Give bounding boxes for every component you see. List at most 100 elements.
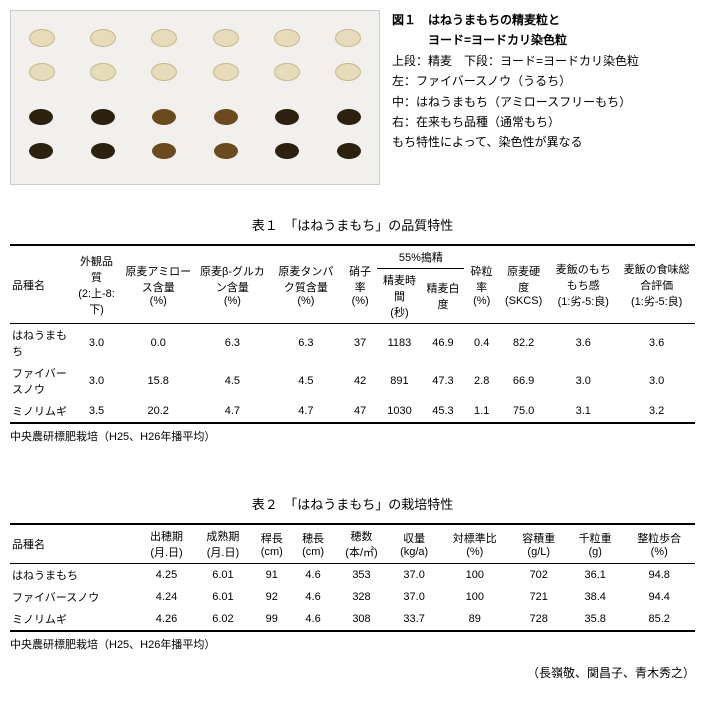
table-cell: 82.2 [499, 324, 548, 363]
table-cell: 75.0 [499, 400, 548, 423]
table-cell: 3.5 [72, 400, 120, 423]
table-cell: 308 [334, 608, 390, 631]
t1-h10: 麦飯のもちもち感(1:劣-5:良) [548, 245, 618, 324]
table-cell: 46.9 [422, 324, 465, 363]
table-row: はねうまもち3.00.06.36.337118346.90.482.23.63.… [10, 324, 695, 363]
table-cell: 37.0 [389, 586, 439, 608]
table-cell: 38.4 [567, 586, 623, 608]
table-cell: 3.2 [618, 400, 695, 423]
table-cell: 91 [251, 564, 292, 587]
table-cell: 4.5 [196, 362, 269, 400]
t1-h8: 砕粒率(%) [464, 245, 499, 324]
table-cell: 45.3 [422, 400, 465, 423]
table-cell: ファイバースノウ [10, 586, 138, 608]
table-cell: 99 [251, 608, 292, 631]
table-cell: 1.1 [464, 400, 499, 423]
t1-h6: 精麦時間(秒) [377, 269, 421, 324]
table-row: ミノリムギ3.520.24.74.747103045.31.175.03.13.… [10, 400, 695, 423]
table-cell: 6.3 [269, 324, 343, 363]
table-cell: 328 [334, 586, 390, 608]
table-cell: 100 [439, 586, 511, 608]
figure-line-3: 中：はねうまもち（アミロースフリーもち） [392, 92, 639, 112]
t2-h3: 稈長(cm) [251, 524, 292, 564]
table-cell: 20.2 [121, 400, 196, 423]
table-cell: 4.24 [138, 586, 194, 608]
figure-line-1: 上段：精麦 下段：ヨード=ヨードカリ染色粒 [392, 51, 639, 71]
table-cell: 3.6 [548, 324, 618, 363]
table-cell: 6.3 [196, 324, 269, 363]
figure-line-4: 右：在来もち品種（通常もち） [392, 112, 639, 132]
table-cell: 4.5 [269, 362, 343, 400]
t2-h0: 品種名 [10, 524, 138, 564]
table-cell: 33.7 [389, 608, 439, 631]
table-cell: はねうまもち [10, 564, 138, 587]
table-cell: 100 [439, 564, 511, 587]
table-row: ミノリムギ4.266.02994.630833.78972835.885.2 [10, 608, 695, 631]
table-cell: 4.25 [138, 564, 194, 587]
table1: 品種名 外観品質(2:上-8:下) 原麦アミロース含量(%) 原麦β-グルカン含… [10, 244, 695, 424]
table-cell: 66.9 [499, 362, 548, 400]
table-cell: 3.6 [618, 324, 695, 363]
table-cell: 3.0 [72, 362, 120, 400]
table-row: ファイバースノウ3.015.84.54.54289147.32.866.93.0… [10, 362, 695, 400]
t1-h11: 麦飯の食味総合評価(1:劣-5:良) [618, 245, 695, 324]
table-cell: 89 [439, 608, 511, 631]
t1-h3: 原麦β-グルカン含量(%) [196, 245, 269, 324]
table-cell: ミノリムギ [10, 608, 138, 631]
t1-h2: 原麦アミロース含量(%) [121, 245, 196, 324]
table-cell: 3.0 [548, 362, 618, 400]
t1-h4: 原麦タンパク質含量(%) [269, 245, 343, 324]
table-row: はねうまもち4.256.01914.635337.010070236.194.8 [10, 564, 695, 587]
t2-h6: 収量(kg/a) [389, 524, 439, 564]
table-cell: 4.6 [292, 586, 333, 608]
table-cell: 4.6 [292, 564, 333, 587]
figure-title-2: ヨード=ヨードカリ染色粒 [392, 30, 639, 50]
table-cell: 42 [343, 362, 378, 400]
t1-h9: 原麦硬度(SKCS) [499, 245, 548, 324]
table-cell: 15.8 [121, 362, 196, 400]
table-cell: 4.6 [292, 608, 333, 631]
t1-h-name: 品種名 [10, 245, 72, 324]
table-cell: 6.02 [195, 608, 251, 631]
table-cell: 1183 [377, 324, 421, 363]
table-cell: 0.4 [464, 324, 499, 363]
table-cell: ミノリムギ [10, 400, 72, 423]
table-cell: 4.7 [269, 400, 343, 423]
figure-line-2: 左：ファイバースノウ（うるち） [392, 71, 639, 91]
table-cell: 94.4 [623, 586, 695, 608]
table-cell: 891 [377, 362, 421, 400]
t2-h10: 整粒歩合(%) [623, 524, 695, 564]
t2-h1: 出穂期(月.日) [138, 524, 194, 564]
table-cell: 0.0 [121, 324, 196, 363]
figure-block: 図１ はねうまもちの精麦粒と ヨード=ヨードカリ染色粒 上段：精麦 下段：ヨード… [10, 10, 695, 185]
t1-h7: 精麦白度 [422, 269, 465, 324]
table-cell: 47 [343, 400, 378, 423]
t2-h9: 千粒重(g) [567, 524, 623, 564]
table-cell: 3.0 [72, 324, 120, 363]
table-cell: 37.0 [389, 564, 439, 587]
figure-title-1: 図１ はねうまもちの精麦粒と [392, 10, 639, 30]
table2-title: 表２ 「はねうまもち」の栽培特性 [10, 494, 695, 513]
authors: （長嶺敬、関昌子、青木秀之） [10, 664, 695, 681]
table-cell: ファイバースノウ [10, 362, 72, 400]
table-row: ファイバースノウ4.246.01924.632837.010072138.494… [10, 586, 695, 608]
t2-h7: 対標準比(%) [439, 524, 511, 564]
table-cell: 35.8 [567, 608, 623, 631]
t1-h1: 外観品質(2:上-8:下) [72, 245, 120, 324]
table2: 品種名 出穂期(月.日) 成熟期(月.日) 稈長(cm) 穂長(cm) 穂数(本… [10, 523, 695, 632]
figure-line-5: もち特性によって、染色性が異なる [392, 132, 639, 152]
table-cell: 6.01 [195, 564, 251, 587]
t2-h2: 成熟期(月.日) [195, 524, 251, 564]
table1-title: 表１ 「はねうまもち」の品質特性 [10, 215, 695, 234]
grain-photo [10, 10, 380, 185]
table-cell: 1030 [377, 400, 421, 423]
table-cell: 85.2 [623, 608, 695, 631]
t2-h8: 容積重(g/L) [511, 524, 567, 564]
table-cell: 94.8 [623, 564, 695, 587]
table2-note: 中央農研標肥栽培（H25、H26年播平均） [10, 636, 695, 652]
table-cell: 4.7 [196, 400, 269, 423]
table-cell: 4.26 [138, 608, 194, 631]
table-cell: 353 [334, 564, 390, 587]
figure-caption: 図１ はねうまもちの精麦粒と ヨード=ヨードカリ染色粒 上段：精麦 下段：ヨード… [392, 10, 639, 185]
t2-h4: 穂長(cm) [292, 524, 333, 564]
